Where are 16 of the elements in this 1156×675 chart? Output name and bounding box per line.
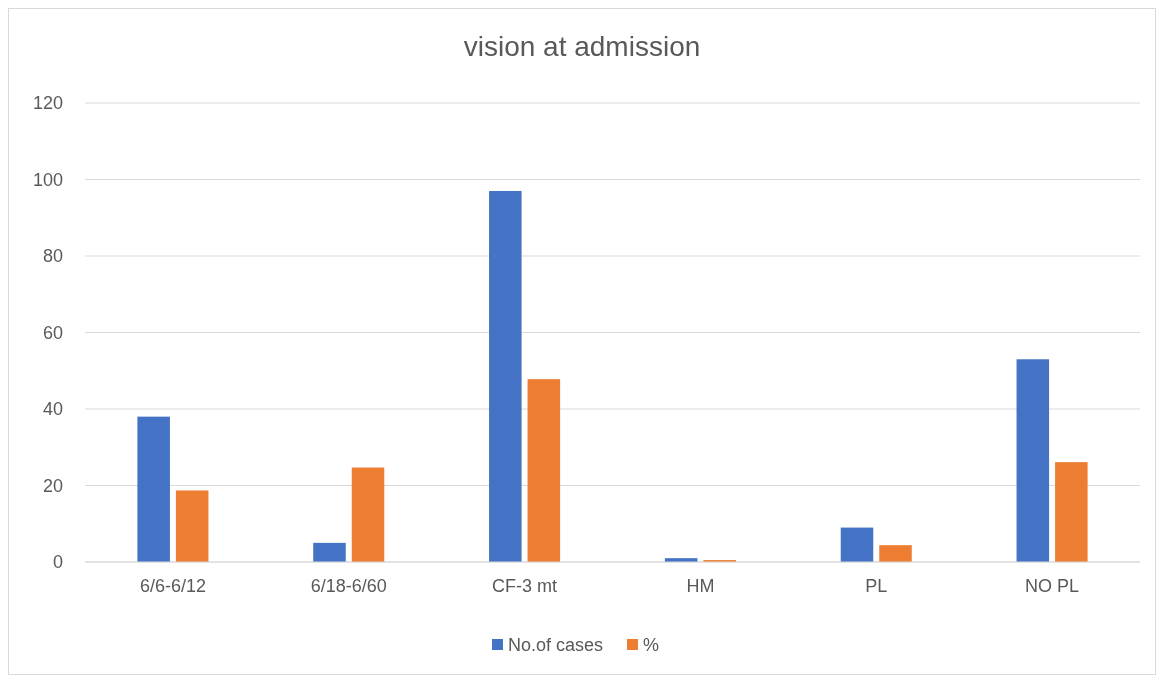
legend-label: No.of cases: [508, 635, 604, 656]
x-tick-label: CF-3 mt: [492, 576, 558, 596]
y-tick-label: 20: [42, 475, 63, 496]
y-tick-label: 120: [32, 93, 63, 114]
y-tick-label: 60: [42, 322, 63, 343]
x-tick-label: HM: [686, 576, 715, 596]
x-tick-label: 6/6-6/12: [139, 576, 206, 596]
y-tick-label: 80: [42, 246, 63, 267]
x-tick-label: PL: [865, 576, 888, 596]
y-tick-label: 100: [32, 169, 63, 190]
chart-title: vision at admission: [463, 31, 701, 62]
x-tick-label: 6/18-6/60: [310, 576, 387, 596]
legend-label: %: [643, 635, 660, 656]
y-tick-label: 0: [52, 552, 63, 573]
y-tick-label: 40: [42, 399, 63, 420]
x-tick-label: NO PL: [1025, 576, 1080, 596]
